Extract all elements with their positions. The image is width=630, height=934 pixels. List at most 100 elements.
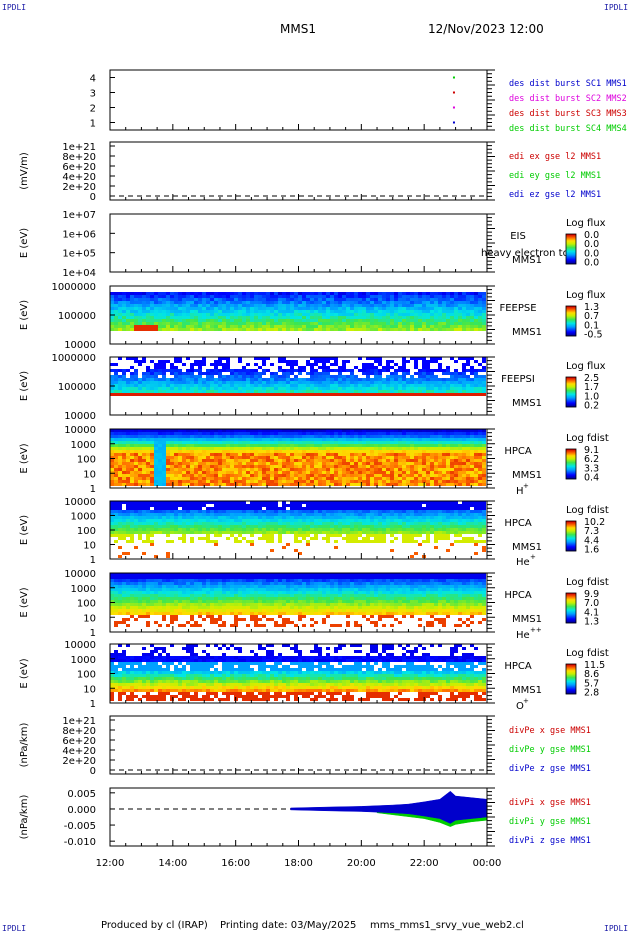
species-label: He bbox=[516, 557, 530, 568]
panel-divpi: 0.005 0.000 -0.005 -0.010 (nPa/km) divPi x gs… bbox=[19, 787, 591, 848]
y-tick-label: 1 bbox=[90, 628, 96, 639]
y-tick-label: 10000 bbox=[64, 640, 96, 651]
panel-hpca_hepp: 10000 1000 100 10 1 E (eV) HPCA MMS1 He ++ Log fdi… bbox=[19, 569, 609, 641]
legend-entry: divPi x gse MMS1 bbox=[509, 798, 591, 808]
y-tick-label: 1e+07 bbox=[62, 210, 96, 221]
time-tick-label: 12:00 bbox=[96, 858, 125, 869]
spectrogram-hpca_hepp bbox=[110, 573, 486, 627]
time-tick-label: 16:00 bbox=[221, 858, 250, 869]
panel-frame bbox=[109, 213, 488, 273]
y-tick-label: 10000 bbox=[64, 411, 96, 422]
time-tick-label: 22:00 bbox=[410, 858, 439, 869]
y-tick-label: 6e+20 bbox=[62, 162, 96, 173]
y-tick-label: -0.005 bbox=[64, 821, 96, 832]
footer-produced: Produced by cl (IRAP) bbox=[101, 920, 208, 931]
corner-label-bottom-left: IPDLI bbox=[2, 924, 27, 933]
colorbar-tick-label: 2.5 bbox=[584, 373, 599, 384]
legend-entry: divPe x gse MMS1 bbox=[509, 726, 591, 736]
y-tick-label: 10 bbox=[83, 613, 96, 624]
y-axis-label: E (eV) bbox=[19, 587, 30, 617]
colorbar-tick-label: 2.8 bbox=[584, 688, 599, 699]
y-tick-label: 1e+04 bbox=[62, 268, 96, 279]
colorbar-tick-label: 1.3 bbox=[584, 302, 599, 313]
y-tick-label: 0 bbox=[90, 192, 96, 203]
colorbar-tick-label: 0.0 bbox=[584, 230, 599, 241]
spectrogram-hpca_o bbox=[110, 644, 486, 701]
colorbar-tick-label: 0.2 bbox=[584, 401, 599, 412]
y-tick-label: 4e+20 bbox=[62, 172, 96, 183]
y-tick-label: 10000 bbox=[64, 569, 96, 580]
overlay-text: heavy electron to bbox=[481, 248, 569, 259]
spectrogram-hpca_h bbox=[110, 429, 486, 486]
panel-hpca_o: 10000 1000 100 10 1 E (eV) HPCA MMS1 O + Log fdist… bbox=[19, 640, 609, 712]
y-axis-label: E (eV) bbox=[19, 443, 30, 473]
legend-entry: divPi y gse MMS1 bbox=[509, 817, 591, 827]
y-tick-label: 1000000 bbox=[51, 282, 96, 293]
y-tick-label: -0.010 bbox=[64, 837, 96, 848]
burst-point-3 bbox=[452, 106, 455, 109]
y-axis-label: (nPa/km) bbox=[19, 795, 30, 840]
y-tick-label: 10 bbox=[83, 684, 96, 695]
panel-hpca_h: 10000 1000 100 10 1 E (eV) HPCA MMS1 H + Log fdist… bbox=[19, 425, 609, 497]
legend-entry: divPe z gse MMS1 bbox=[509, 764, 591, 774]
y-tick-label: 1 bbox=[90, 484, 96, 495]
spectrogram-feepse bbox=[110, 292, 486, 331]
header-spacecraft: MMS1 bbox=[280, 22, 316, 36]
legend-entry: des dist burst SC2 MMS2 bbox=[509, 94, 627, 104]
time-tick-label: 18:00 bbox=[284, 858, 313, 869]
colorbar-title: Log flux bbox=[566, 218, 606, 229]
y-axis-label: E (eV) bbox=[19, 300, 30, 330]
species-label: He bbox=[516, 630, 530, 641]
panel-burst: 4 3 2 1 des dist burst SC1 MMS1 des dist burs… bbox=[90, 69, 627, 134]
y-tick-label: 100000 bbox=[58, 311, 96, 322]
y-axis-label: E (eV) bbox=[19, 228, 30, 258]
colorbar-tick-label: 0.0 bbox=[584, 248, 599, 259]
spacecraft-label: MMS1 bbox=[512, 542, 542, 553]
spacecraft-label: MMS1 bbox=[512, 470, 542, 481]
header-datetime: 12/Nov/2023 12:00 bbox=[428, 22, 544, 36]
y-tick-label: 100 bbox=[77, 455, 96, 466]
y-tick-label: 2e+20 bbox=[62, 182, 96, 193]
colorbar-tick-label: 9.9 bbox=[584, 589, 599, 600]
spacecraft-label: MMS1 bbox=[512, 255, 542, 266]
legend-entry: divPe y gse MMS1 bbox=[509, 745, 591, 755]
y-tick-label: 100 bbox=[77, 599, 96, 610]
colorbar-tick-label: 4.4 bbox=[584, 535, 599, 546]
colorbar-title: Log fdist bbox=[566, 433, 609, 444]
y-tick-label: 3 bbox=[90, 89, 96, 100]
colorbar bbox=[565, 520, 577, 552]
colorbar-tick-label: 6.2 bbox=[584, 454, 599, 465]
burst-point-2 bbox=[452, 91, 455, 94]
y-tick-label: 0.000 bbox=[67, 805, 96, 816]
species-charge-label: ++ bbox=[530, 626, 542, 634]
species-charge-label: + bbox=[523, 697, 529, 705]
burst-point-4 bbox=[452, 121, 455, 124]
colorbar-tick-label: 3.3 bbox=[584, 463, 599, 474]
legend-entry: edi ex gse l2 MMS1 bbox=[509, 152, 601, 162]
colorbar-tick-label: 0.4 bbox=[584, 473, 599, 484]
y-tick-label: 10000 bbox=[64, 340, 96, 351]
corner-label-bottom-right: IPDLI bbox=[604, 924, 629, 933]
y-tick-label: 1 bbox=[90, 119, 96, 130]
colorbar-title: Log fdist bbox=[566, 648, 609, 659]
y-tick-label: 1000 bbox=[71, 512, 96, 523]
colorbar-tick-label: 0.0 bbox=[584, 258, 599, 269]
y-tick-label: 1000 bbox=[71, 584, 96, 595]
colorbar bbox=[565, 233, 577, 265]
footer-file: mms_mms1_srvy_vue_web2.cl bbox=[370, 920, 524, 931]
spacecraft-label: MMS1 bbox=[512, 614, 542, 625]
legend-entry: edi ey gse l2 MMS1 bbox=[509, 171, 601, 181]
colorbar-tick-label: 11.5 bbox=[584, 660, 605, 671]
instrument-label: HPCA bbox=[504, 661, 532, 672]
y-tick-label: 2 bbox=[90, 104, 96, 115]
y-tick-label: 1e+05 bbox=[62, 249, 96, 260]
y-axis-label: (nPa/km) bbox=[19, 723, 30, 768]
colorbar bbox=[565, 448, 577, 480]
colorbar-title: Log flux bbox=[566, 361, 606, 372]
instrument-label: FEEPSE bbox=[499, 303, 536, 314]
footer-printing-date: Printing date: 03/May/2025 bbox=[220, 920, 357, 931]
y-tick-label: 6e+20 bbox=[62, 736, 96, 747]
colorbar-tick-label: 1.7 bbox=[584, 382, 599, 393]
y-tick-label: 4 bbox=[90, 74, 96, 85]
